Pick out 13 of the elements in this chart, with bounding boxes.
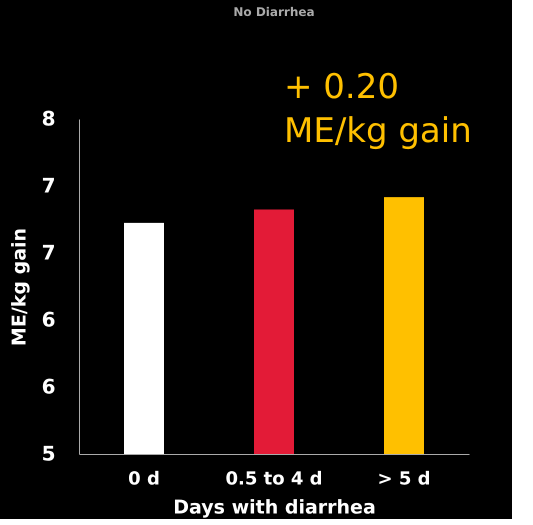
y-axis-title: ME/kg gain — [8, 228, 31, 346]
x-tick-label: > 5 d — [377, 468, 431, 490]
chart-title: No Diarrhea — [233, 5, 315, 19]
y-tick-label: 6 — [42, 308, 56, 332]
y-tick-label: 5 — [42, 442, 56, 466]
y-tick-label: 6 — [42, 374, 56, 398]
x-tick-label: 0 d — [128, 468, 160, 490]
x-tick-label: 0.5 to 4 d — [225, 468, 323, 490]
y-tick-label: 7 — [42, 174, 56, 198]
y-tick-label: 8 — [42, 106, 56, 130]
annotation: + 0.20 ME/kg gain — [284, 67, 472, 151]
x-axis-title: Days with diarrhea — [173, 496, 376, 518]
y-tick-label: 7 — [42, 240, 56, 264]
